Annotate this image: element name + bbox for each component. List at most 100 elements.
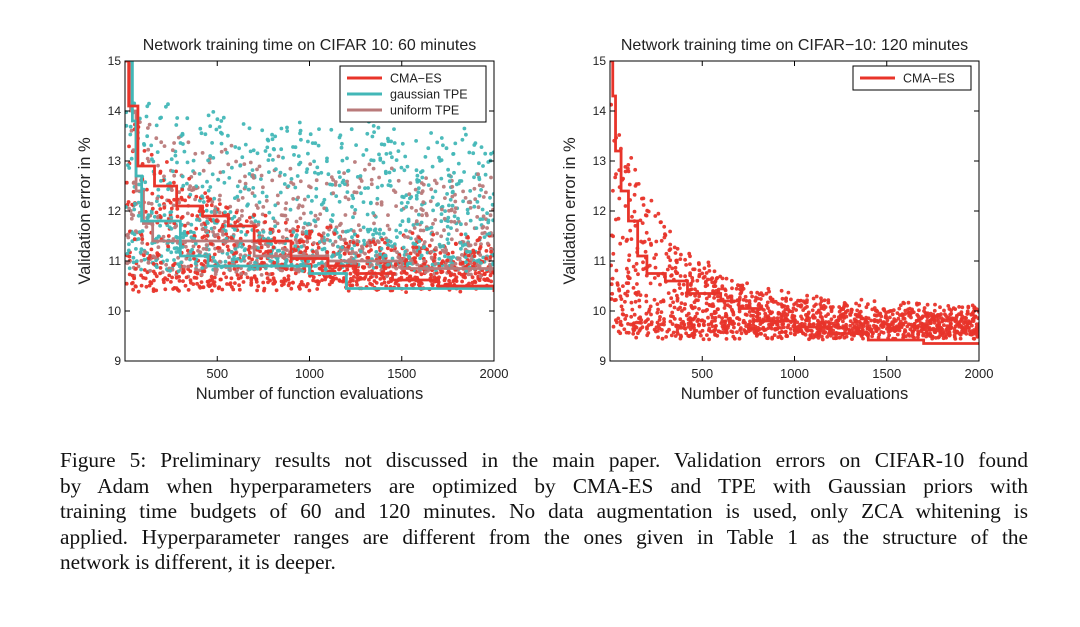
scatter-point	[479, 188, 483, 192]
scatter-point	[779, 326, 784, 330]
scatter-point	[193, 261, 198, 266]
scatter-point	[888, 327, 893, 331]
scatter-point	[891, 308, 896, 313]
scatter-point	[175, 207, 180, 211]
scatter-point	[652, 256, 657, 260]
scatter-point	[182, 232, 187, 236]
scatter-point	[165, 160, 169, 164]
scatter-point	[415, 222, 420, 226]
scatter-point	[295, 228, 300, 233]
scatter-point	[301, 239, 306, 244]
scatter-point	[169, 280, 173, 284]
scatter-point	[219, 130, 223, 135]
scatter-point	[688, 283, 693, 287]
scatter-point	[431, 232, 436, 237]
scatter-point	[223, 229, 228, 233]
scatter-point	[237, 146, 242, 151]
scatter-point	[832, 324, 836, 328]
scatter-point	[722, 319, 727, 324]
scatter-point	[333, 239, 338, 244]
scatter-point	[811, 313, 816, 317]
scatter-point	[611, 251, 616, 256]
scatter-point	[763, 314, 768, 319]
scatter-point	[417, 239, 422, 244]
scatter-point	[169, 226, 174, 231]
scatter-point	[724, 311, 728, 316]
scatter-point	[235, 184, 240, 189]
scatter-point	[445, 237, 450, 242]
scatter-point	[776, 310, 781, 315]
scatter-point	[453, 261, 458, 266]
scatter-point	[337, 199, 342, 204]
scatter-point	[280, 235, 285, 240]
scatter-point	[250, 257, 255, 262]
scatter-point	[271, 216, 276, 221]
scatter-point	[712, 296, 716, 300]
scatter-point	[741, 298, 746, 302]
scatter-point	[183, 283, 188, 288]
scatter-point	[414, 219, 419, 224]
scatter-point	[262, 288, 266, 293]
scatter-point	[799, 303, 804, 307]
scatter-point	[937, 329, 942, 333]
scatter-point	[139, 267, 143, 272]
scatter-point	[688, 316, 692, 320]
scatter-point	[885, 318, 890, 323]
scatter-point	[273, 203, 278, 208]
scatter-point	[649, 241, 653, 246]
scatter-point	[340, 158, 345, 163]
scatter-point	[355, 242, 360, 247]
scatter-point	[459, 246, 463, 251]
scatter-point	[667, 327, 671, 332]
scatter-point	[212, 196, 217, 201]
scatter-point	[372, 221, 376, 226]
x-tick-label: 2000	[480, 366, 509, 381]
scatter-point	[780, 322, 785, 327]
scatter-point	[190, 213, 195, 218]
scatter-point	[417, 212, 421, 217]
scatter-point	[422, 262, 427, 266]
scatter-point	[260, 128, 265, 133]
scatter-point	[705, 283, 710, 287]
scatter-point	[255, 266, 260, 271]
scatter-point	[366, 229, 371, 234]
scatter-point	[661, 298, 666, 303]
scatter-point	[209, 242, 214, 246]
scatter-point	[473, 271, 478, 276]
scatter-point	[957, 324, 961, 329]
scatter-point	[670, 322, 675, 326]
scatter-point	[281, 250, 285, 255]
scatter-point	[149, 247, 154, 252]
scatter-point	[966, 305, 971, 310]
scatter-point	[482, 235, 487, 240]
scatter-point	[901, 332, 906, 337]
scatter-point	[298, 216, 303, 221]
scatter-point	[896, 327, 901, 332]
scatter-point	[453, 206, 458, 211]
scatter-point	[444, 146, 449, 151]
scatter-point	[684, 263, 688, 267]
scatter-point	[848, 313, 853, 317]
scatter-point	[890, 320, 895, 324]
scatter-point	[245, 230, 250, 234]
scatter-point	[478, 217, 483, 222]
scatter-point	[450, 250, 455, 255]
scatter-point	[272, 260, 277, 265]
scatter-point	[627, 253, 632, 258]
scatter-point	[624, 281, 629, 285]
scatter-point	[805, 298, 809, 303]
scatter-point	[286, 184, 291, 189]
scatter-point	[623, 204, 628, 208]
scatter-point	[158, 271, 162, 276]
scatter-point	[159, 179, 163, 183]
scatter-point	[414, 245, 419, 250]
scatter-point	[131, 255, 136, 260]
scatter-point	[127, 272, 132, 277]
scatter-point	[136, 264, 141, 269]
scatter-point	[233, 196, 237, 201]
scatter-point	[959, 312, 963, 317]
scatter-point	[452, 272, 457, 277]
scatter-point	[323, 267, 328, 272]
scatter-point	[293, 244, 298, 249]
scatter-point	[379, 246, 384, 251]
